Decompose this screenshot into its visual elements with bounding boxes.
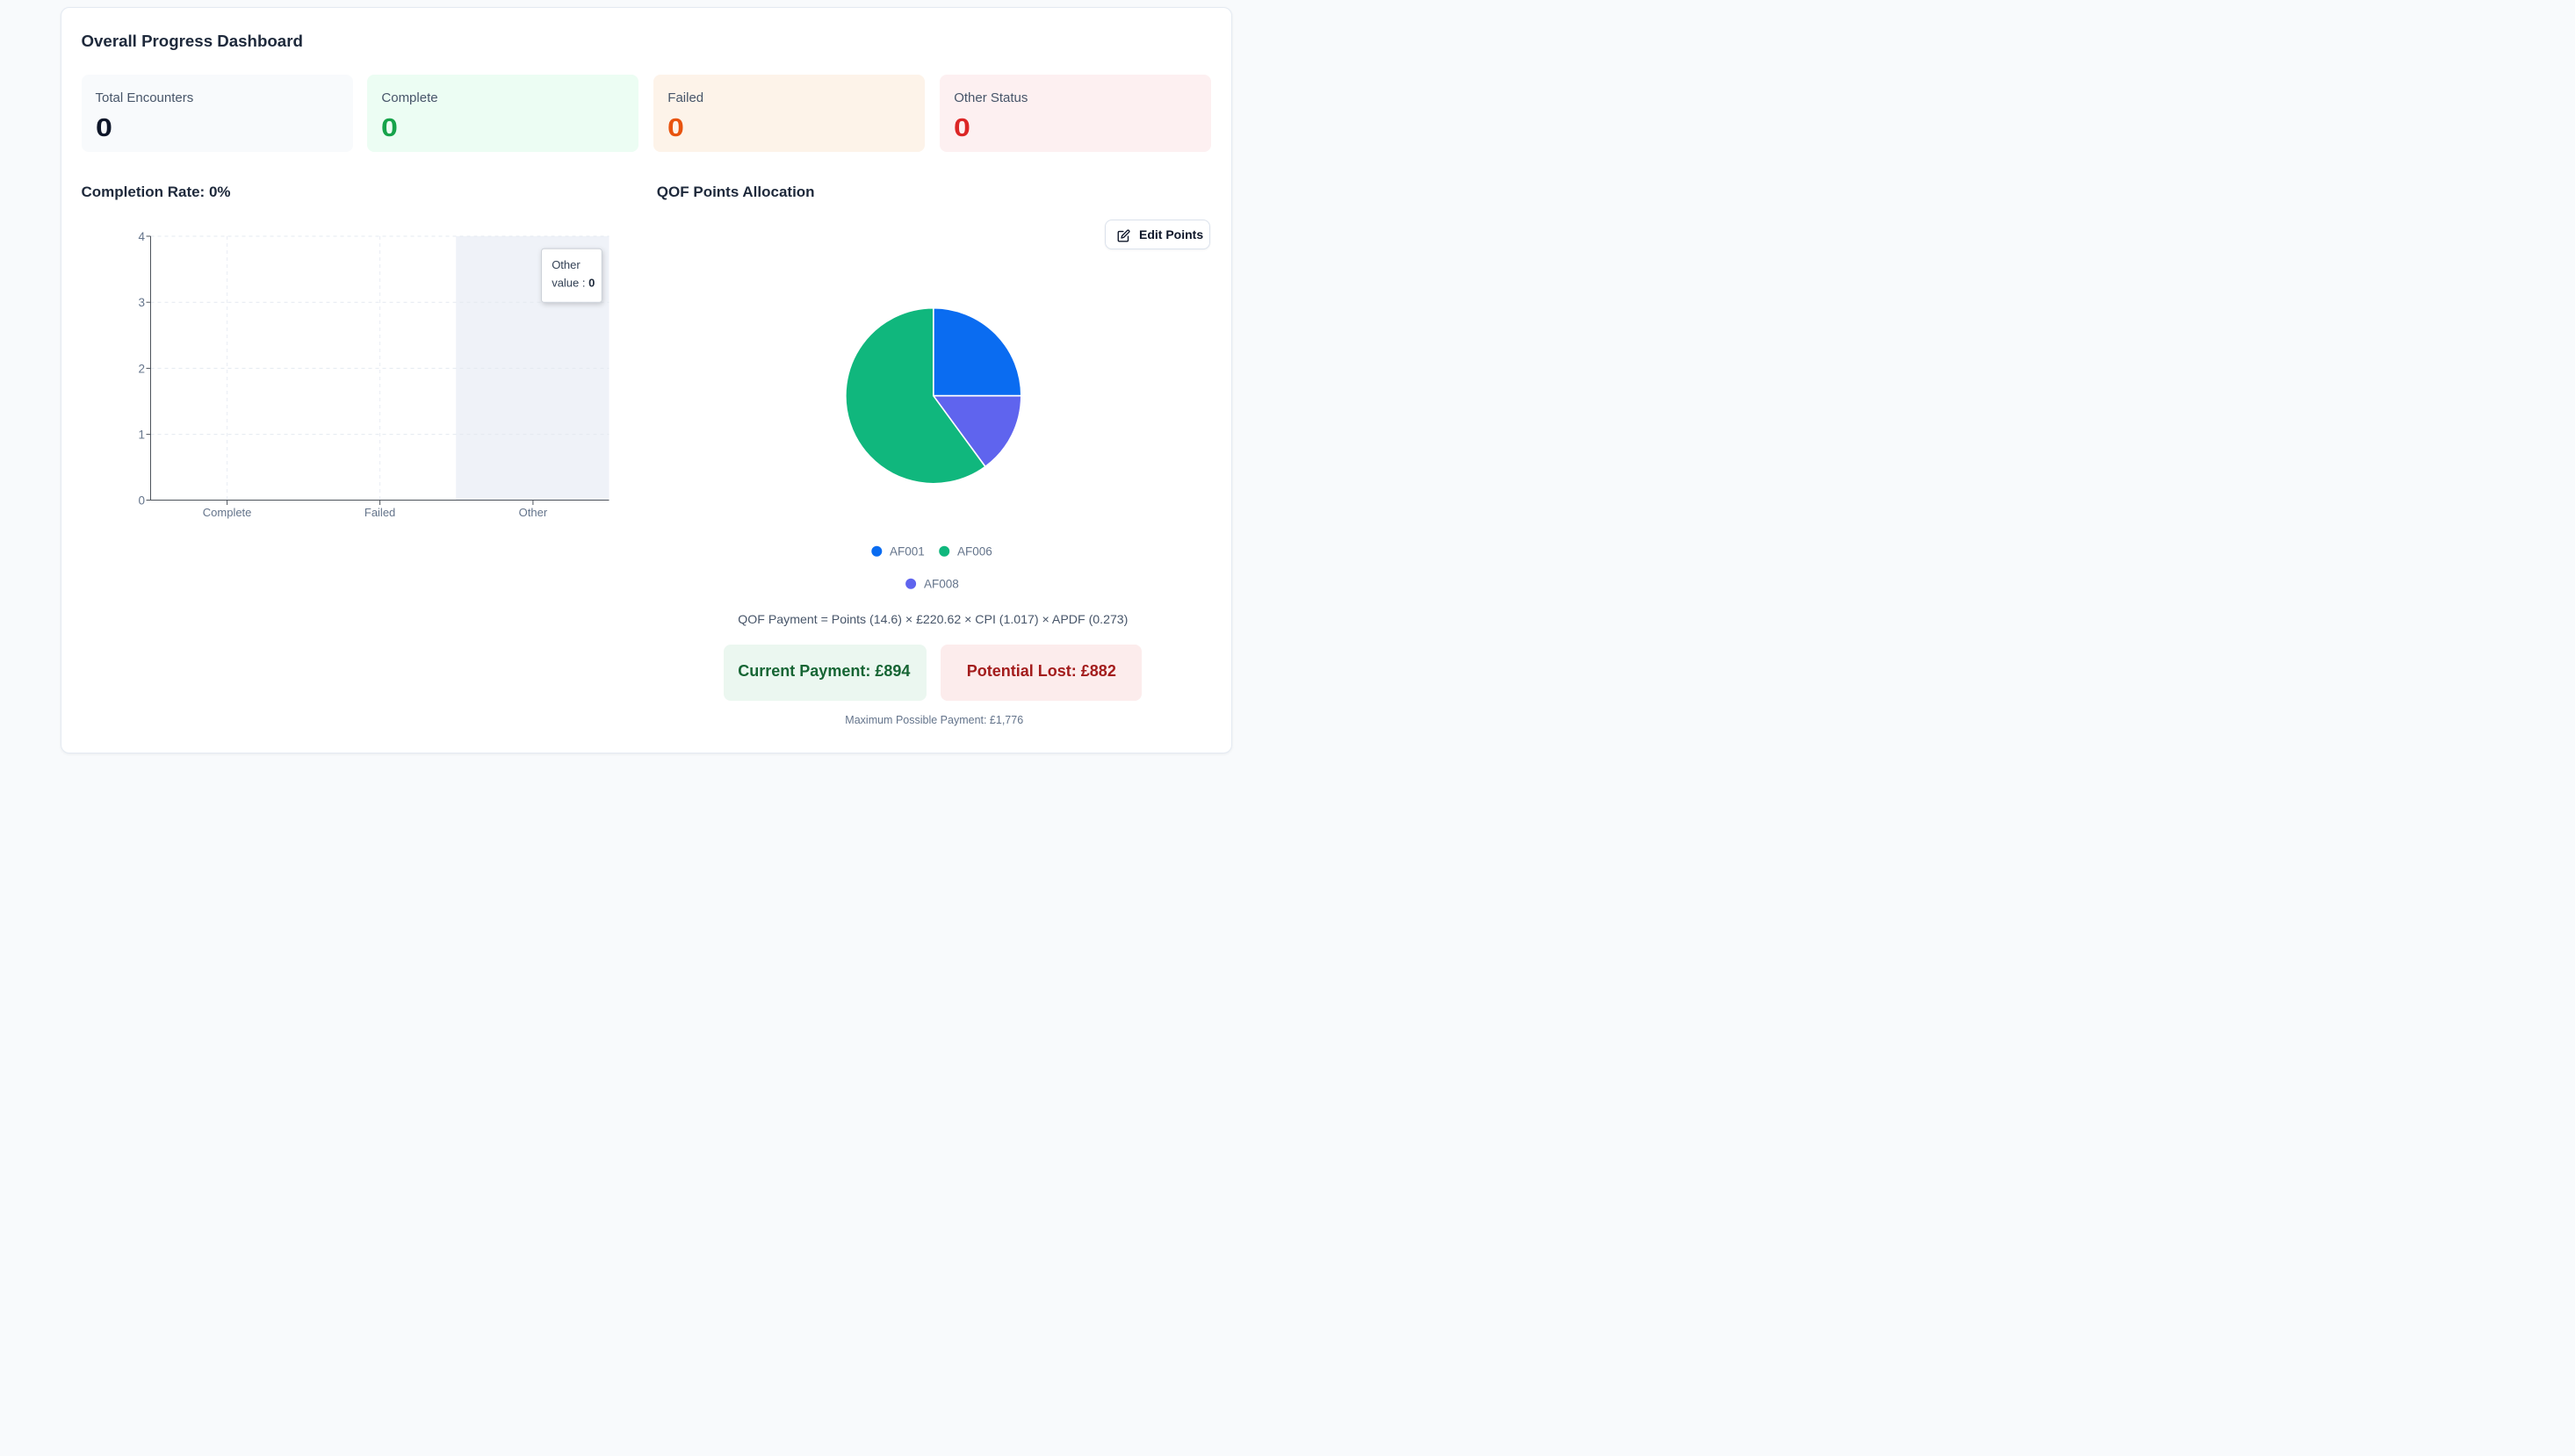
svg-text:Complete: Complete [203,506,252,519]
svg-text:3: 3 [138,296,145,309]
svg-text:AF006: AF006 [957,545,992,559]
svg-text:0: 0 [138,494,145,507]
svg-text:AF001: AF001 [890,545,925,559]
svg-text:Other: Other [552,258,581,271]
svg-text:4: 4 [138,230,145,243]
svg-text:Other: Other [519,506,548,519]
svg-text:Failed: Failed [364,506,395,519]
svg-text:1: 1 [138,429,145,442]
svg-text:2: 2 [138,362,145,375]
svg-text:value : 0: value : 0 [552,277,595,290]
svg-text:AF008: AF008 [924,577,959,590]
